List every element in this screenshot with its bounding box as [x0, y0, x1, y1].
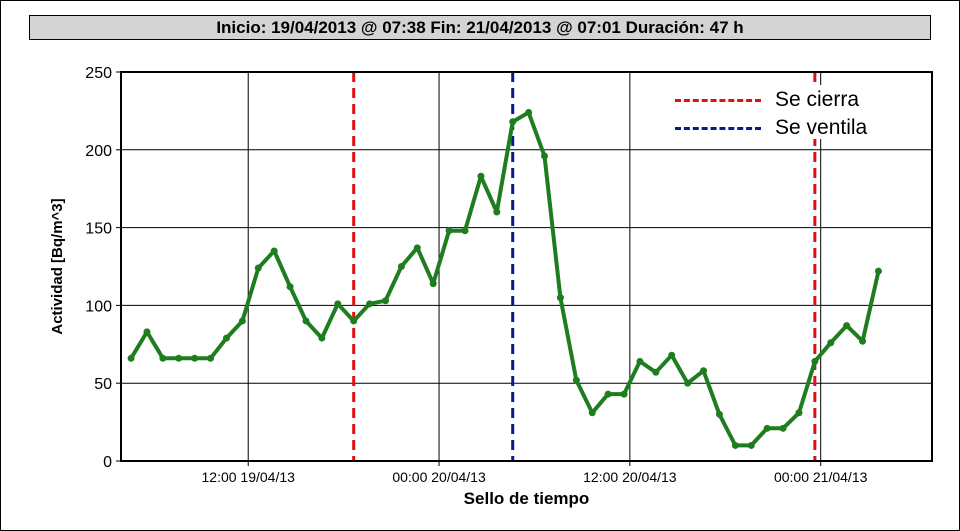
y-tick-label: 200: [85, 143, 112, 160]
data-point: [238, 317, 246, 325]
data-point: [477, 172, 485, 180]
series-layer: [127, 108, 882, 449]
chart-title: Inicio: 19/04/2013 @ 07:38 Fin: 21/04/20…: [29, 15, 931, 40]
y-tick-label: 50: [94, 376, 112, 393]
data-point: [747, 441, 755, 449]
data-point: [811, 357, 819, 365]
data-point: [207, 354, 215, 362]
legend-label-se-ventila: Se ventila: [775, 116, 868, 139]
data-point: [270, 247, 278, 255]
data-point: [493, 208, 501, 216]
y-axis-ticks: 0 50 100 150 200 250: [85, 65, 121, 471]
legend-swatch-blue-dashed: [675, 127, 761, 130]
x-tick-label: 00:00 21/04/13: [774, 469, 868, 485]
data-point: [445, 227, 453, 235]
legend-item-se-ventila: Se ventila: [663, 115, 911, 141]
data-point: [127, 354, 135, 362]
data-point: [143, 328, 151, 336]
y-tick-label: 150: [85, 221, 112, 238]
data-point: [588, 409, 596, 417]
y-tick-label: 0: [103, 454, 112, 471]
data-point: [413, 244, 421, 252]
x-tick-label: 12:00 19/04/13: [202, 469, 296, 485]
data-point: [509, 118, 517, 126]
data-point: [175, 354, 183, 362]
data-point: [572, 376, 580, 384]
data-point: [779, 424, 787, 432]
data-point: [254, 264, 262, 272]
data-point: [843, 322, 851, 330]
data-point: [318, 334, 326, 342]
data-point: [715, 410, 723, 418]
data-point: [397, 263, 405, 270]
data-point: [763, 424, 771, 432]
data-point: [222, 334, 230, 342]
data-point: [556, 294, 564, 302]
legend-swatch-red-dashed: [675, 99, 761, 102]
data-point: [159, 354, 167, 362]
data-point: [541, 152, 549, 160]
data-point: [366, 300, 374, 308]
data-point: [700, 367, 708, 375]
data-point: [429, 280, 437, 288]
data-point: [382, 297, 390, 305]
data-point: [668, 351, 676, 359]
data-point: [286, 283, 294, 291]
data-point: [191, 354, 199, 362]
data-point: [684, 379, 692, 387]
data-point: [731, 441, 739, 449]
data-point: [302, 317, 310, 325]
series-line: [129, 110, 881, 448]
x-axis-title: Sello de tiempo: [464, 489, 590, 508]
data-point: [525, 108, 533, 116]
data-point: [461, 227, 469, 235]
data-point: [795, 409, 803, 417]
data-point: [334, 300, 342, 308]
data-point: [859, 337, 867, 345]
data-point: [652, 368, 660, 376]
x-axis-ticks: 12:00 19/04/13 00:00 20/04/13 12:00 20/04/…: [202, 461, 868, 485]
data-point: [636, 357, 644, 365]
data-point: [604, 390, 612, 398]
y-tick-label: 250: [85, 65, 112, 82]
x-tick-label: 00:00 20/04/13: [392, 469, 486, 485]
legend-label-se-cierra: Se cierra: [775, 88, 860, 111]
data-point: [827, 339, 835, 347]
y-axis-title: Actividad [Bq/m^3]: [49, 198, 66, 334]
data-point: [874, 267, 882, 275]
y-tick-label: 100: [85, 298, 112, 315]
legend: Se cierra Se ventila: [663, 85, 911, 139]
data-point: [350, 317, 358, 325]
plot-area-border: [120, 71, 933, 462]
data-point: [620, 390, 628, 398]
x-tick-label: 12:00 20/04/13: [583, 469, 677, 485]
legend-item-se-cierra: Se cierra: [663, 87, 911, 113]
